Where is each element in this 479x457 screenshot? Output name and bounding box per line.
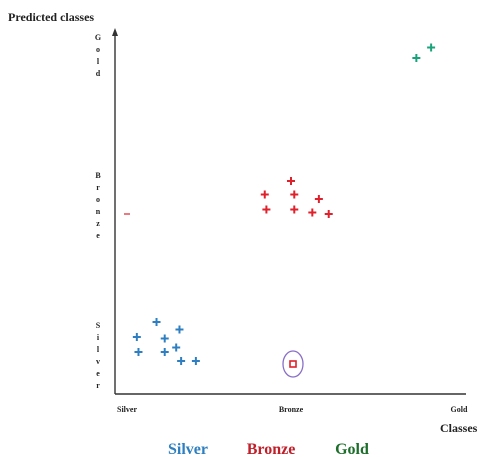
data-point bbox=[427, 43, 436, 52]
highlight-circle bbox=[282, 350, 304, 378]
data-points bbox=[124, 43, 436, 365]
data-point bbox=[308, 208, 317, 217]
legend: Silver Bronze Gold bbox=[168, 441, 369, 457]
data-point bbox=[260, 190, 269, 199]
legend-item: Silver bbox=[168, 441, 208, 457]
data-point bbox=[177, 357, 186, 365]
legend-item: Bronze bbox=[247, 441, 296, 457]
data-point bbox=[290, 190, 299, 199]
data-point bbox=[262, 205, 271, 214]
data-point bbox=[134, 348, 143, 356]
data-point bbox=[287, 177, 295, 185]
data-point bbox=[172, 343, 181, 352]
highlight-square bbox=[289, 360, 297, 368]
data-point bbox=[290, 205, 299, 214]
data-point bbox=[132, 333, 141, 341]
data-point bbox=[175, 325, 184, 334]
data-point bbox=[160, 348, 169, 356]
x-tick-labels: Silver Bronze Gold bbox=[117, 405, 468, 414]
data-point bbox=[412, 54, 421, 62]
x-tick-label: Silver bbox=[117, 405, 137, 414]
misclassified-highlight bbox=[282, 350, 304, 378]
legend-item: Gold bbox=[335, 441, 369, 457]
data-point bbox=[324, 210, 333, 218]
data-point bbox=[152, 318, 161, 326]
data-point bbox=[160, 334, 169, 343]
x-tick-label: Bronze bbox=[279, 405, 304, 414]
x-axis-title: Classes bbox=[440, 421, 478, 435]
data-point bbox=[191, 357, 200, 365]
data-point bbox=[314, 195, 323, 203]
x-tick-label: Gold bbox=[451, 405, 468, 414]
y-axis-title: Predicted classes bbox=[8, 10, 94, 24]
y-axis-arrow bbox=[112, 28, 118, 36]
